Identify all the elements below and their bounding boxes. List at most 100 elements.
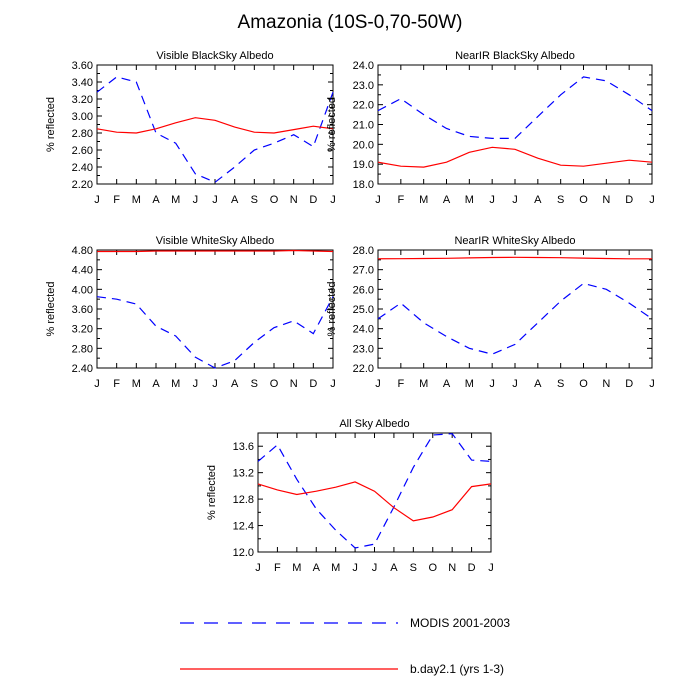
x-tick-label: M [419,378,428,390]
y-tick-label: 2.80 [72,128,93,140]
x-tick-label: A [231,194,239,206]
x-tick-label: J [489,194,495,206]
x-tick-label: A [231,378,239,390]
x-tick-label: F [113,194,120,206]
y-axis-label: % reflected [326,281,338,336]
x-tick-label: A [534,194,542,206]
x-tick-label: D [309,378,317,390]
panel-title: NearIR BlackSky Albedo [455,50,575,62]
legend-label-modis: MODIS 2001-2003 [410,616,510,630]
x-tick-label: J [212,378,218,390]
panel-2: NearIR BlackSky Albedo 18.0 19.0 20.0 21.0 22… [326,50,655,206]
y-tick-label: 4.00 [72,284,93,296]
y-tick-label: 22.0 [353,363,374,375]
panel-title: Visible BlackSky Albedo [156,50,273,62]
y-tick-label: 12.8 [233,494,254,506]
y-tick-label: 20.0 [353,139,374,151]
x-tick-label: A [152,194,160,206]
x-tick-label: F [397,194,404,206]
modis-line [377,282,653,355]
x-tick-label: J [94,378,100,390]
x-tick-label: F [274,562,281,574]
y-tick-label: 27.0 [353,265,374,277]
legend-label-model: b.day2.1 (yrs 1-3) [410,662,504,676]
x-tick-label: J [649,194,655,206]
x-tick-label: O [579,378,588,390]
model-line [96,117,334,134]
x-tick-label: M [171,194,180,206]
y-tick-label: 3.60 [72,304,93,316]
y-tick-label: 2.40 [72,363,93,375]
y-axis-label: % reflected [326,97,338,152]
x-tick-label: J [212,194,218,206]
x-tick-label: A [443,194,451,206]
y-tick-label: 2.20 [72,179,93,191]
y-tick-label: 12.0 [233,547,254,559]
x-tick-label: O [270,194,279,206]
x-tick-label: D [309,194,317,206]
model-line [97,249,334,253]
x-tick-label: J [649,378,655,390]
y-axis-label: % reflected [206,465,218,520]
x-tick-label: M [132,194,141,206]
modis-line [96,76,334,183]
x-tick-label: F [397,378,404,390]
x-tick-label: M [419,194,428,206]
x-tick-label: O [428,562,437,574]
y-tick-label: 26.0 [353,284,374,296]
x-tick-label: J [193,378,199,390]
x-tick-label: J [375,378,381,390]
y-tick-label: 3.60 [72,60,93,72]
x-tick-label: S [410,562,417,574]
y-tick-label: 4.40 [72,265,93,277]
x-tick-label: M [331,562,340,574]
panel-3: Visible WhiteSky Albedo 2.40 2.80 3.20 3.60 4… [45,235,336,390]
y-tick-label: 2.40 [72,162,93,174]
x-tick-label: J [372,562,378,574]
x-tick-label: A [152,378,160,390]
model-line [377,256,652,260]
x-tick-label: S [251,378,258,390]
x-tick-label: J [512,194,518,206]
panel-title: All Sky Albedo [339,418,409,430]
x-tick-label: S [557,194,564,206]
plot-frame [257,432,492,553]
x-tick-label: J [255,562,261,574]
y-tick-label: 24.0 [353,324,374,336]
y-tick-label: 23.0 [353,343,374,355]
y-tick-label: 4.80 [72,245,93,257]
modis-line [96,296,334,369]
legend: MODIS 2001-2003 b.day2.1 (yrs 1-3) [180,616,510,676]
x-tick-label: O [270,378,279,390]
y-tick-label: 25.0 [353,304,374,316]
x-tick-label: J [352,562,358,574]
y-tick-label: 3.20 [72,94,93,106]
x-tick-label: M [465,378,474,390]
y-tick-label: 3.00 [72,111,93,123]
y-tick-label: 24.0 [353,60,374,72]
panel-4: NearIR WhiteSky Albedo 22.0 23.0 24.0 25.0 26… [326,235,655,390]
modis-line [377,76,653,139]
y-tick-label: 2.60 [72,145,93,157]
plot-frame [377,64,653,185]
plot-frame [377,249,653,369]
y-tick-label: 3.40 [72,77,93,89]
x-tick-label: J [193,194,199,206]
model-line [257,481,492,522]
x-tick-label: N [602,378,610,390]
y-tick-label: 12.4 [233,521,254,533]
x-tick-label: A [313,562,321,574]
x-tick-label: N [602,194,610,206]
y-tick-label: 18.0 [353,179,374,191]
x-tick-label: N [290,194,298,206]
x-tick-label: A [534,378,542,390]
y-tick-label: 22.0 [353,100,374,112]
x-tick-label: D [625,194,633,206]
x-tick-label: J [489,378,495,390]
y-axis-label: % reflected [45,97,57,152]
y-tick-label: 13.2 [233,468,254,480]
x-tick-label: N [448,562,456,574]
x-tick-label: M [171,378,180,390]
x-tick-label: M [292,562,301,574]
panel-1: Visible BlackSky Albedo 2.20 2.40 2.60 2.80 3… [45,50,336,206]
